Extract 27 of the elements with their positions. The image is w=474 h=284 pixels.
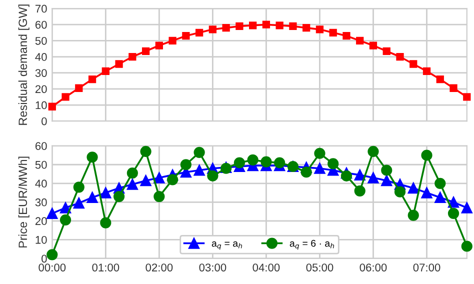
y-axis-title: Price [EUR/MWh] (18, 156, 30, 248)
y-tick-label: 70 (35, 4, 47, 13)
x-tick-label: 05:00 (306, 264, 334, 272)
legend-label: a$_{q}$ = 6 · a$_{h}$ (290, 240, 334, 250)
y-tick-label: 50 (35, 160, 47, 169)
x-tick-label: 00:00 (38, 264, 66, 272)
x-tick-label: 06:00 (360, 264, 387, 272)
x-tick-label: 02:00 (146, 264, 173, 272)
y-tick-label: 20 (35, 217, 47, 226)
x-tick-label: 04:00 (252, 264, 280, 272)
y-tick-label: 30 (35, 69, 47, 77)
y-tick-label: 0 (42, 254, 47, 263)
x-tick-label: 01:00 (92, 264, 120, 272)
y-tick-label: 40 (35, 180, 47, 188)
x-tick-label: 03:00 (199, 264, 226, 272)
y-axis-title: Residual demand [GW] (18, 4, 30, 125)
y-tick-label: 0 (42, 117, 47, 126)
y-tick-label: 10 (36, 236, 47, 244)
legend-label: a$_{q}$ = a$_{h}$ (212, 241, 242, 250)
y-tick-label: 40 (35, 53, 47, 61)
x-tick-label: 07:00 (413, 264, 440, 272)
y-tick-label: 60 (35, 20, 47, 29)
y-tick-label: 60 (35, 142, 47, 150)
y-tick-label: 10 (36, 101, 47, 110)
y-tick-label: 50 (35, 36, 47, 45)
y-tick-label: 20 (35, 85, 47, 94)
y-tick-label: 30 (35, 198, 47, 206)
